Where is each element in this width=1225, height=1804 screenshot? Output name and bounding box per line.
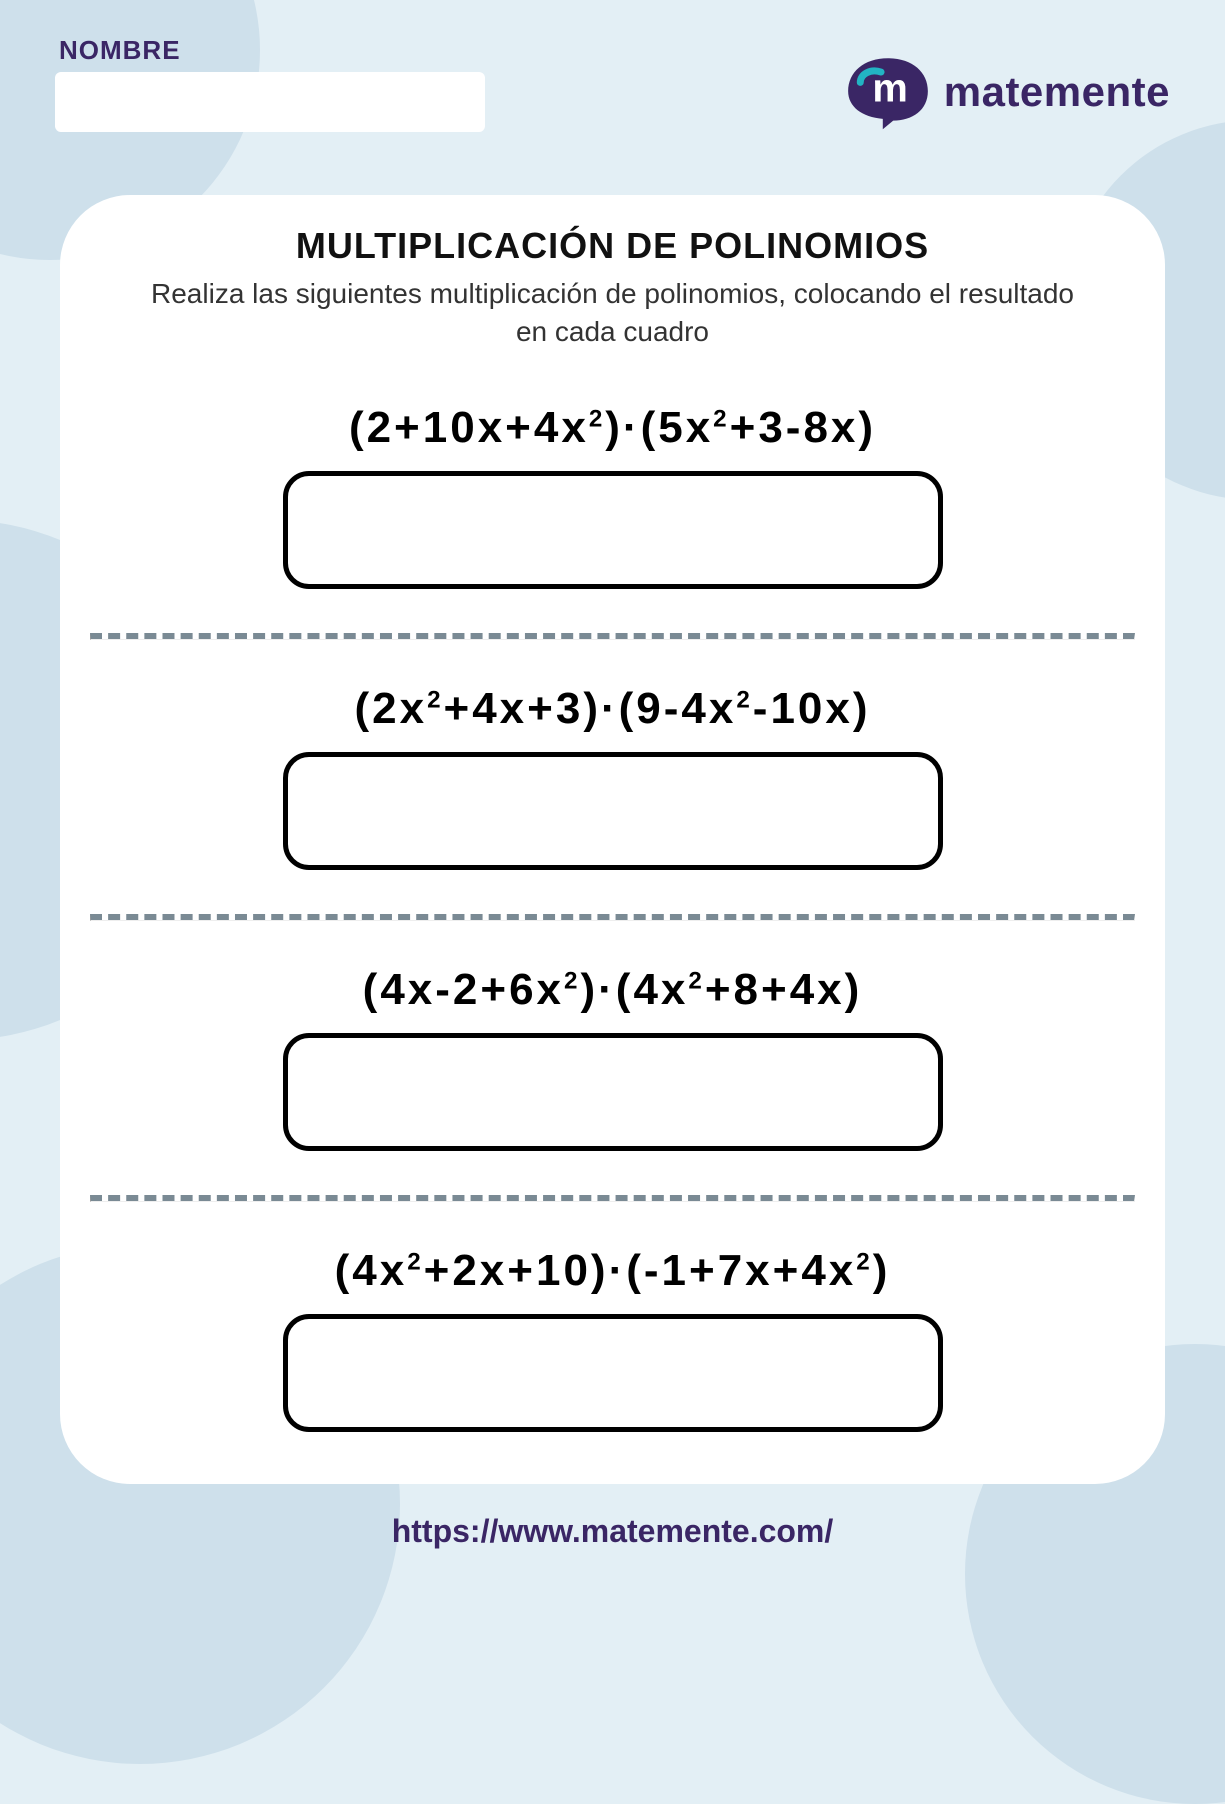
- footer-url: https://www.matemente.com/: [0, 1513, 1225, 1550]
- answer-box[interactable]: [283, 752, 943, 870]
- brand-text: matemente: [944, 68, 1170, 116]
- section-divider: [90, 1195, 1135, 1202]
- worksheet-header: NOMBRE m matemente: [55, 35, 1170, 132]
- problem-expression: (2x2+4x+3)·(9-4x2-10x): [354, 684, 870, 734]
- name-label: NOMBRE: [59, 35, 485, 66]
- worksheet-sheet: MULTIPLICACIÓN DE POLINOMIOS Realiza las…: [60, 195, 1165, 1484]
- name-block: NOMBRE: [55, 35, 485, 132]
- problem-expression: (4x-2+6x2)·(4x2+8+4x): [363, 965, 863, 1015]
- worksheet-title: MULTIPLICACIÓN DE POLINOMIOS: [60, 225, 1165, 267]
- section-divider: [90, 633, 1135, 640]
- problem-item: (2x2+4x+3)·(9-4x2-10x): [90, 684, 1135, 870]
- name-input[interactable]: [55, 72, 485, 132]
- problem-item: (4x2+2x+10)·(-1+7x+4x2): [90, 1246, 1135, 1432]
- problem-expression: (4x2+2x+10)·(-1+7x+4x2): [335, 1246, 891, 1296]
- problems-list: (2+10x+4x2)·(5x2+3-8x) (2x2+4x+3)·(9-4x2…: [60, 381, 1165, 1464]
- answer-box[interactable]: [283, 471, 943, 589]
- problem-item: (2+10x+4x2)·(5x2+3-8x): [90, 403, 1135, 589]
- section-divider: [90, 914, 1135, 921]
- problem-expression: (2+10x+4x2)·(5x2+3-8x): [349, 403, 876, 453]
- brand-logo-icon: m: [844, 53, 932, 131]
- problem-item: (4x-2+6x2)·(4x2+8+4x): [90, 965, 1135, 1151]
- brand: m matemente: [844, 53, 1170, 131]
- worksheet-subtitle: Realiza las siguientes multiplicación de…: [60, 275, 1165, 351]
- answer-box[interactable]: [283, 1033, 943, 1151]
- answer-box[interactable]: [283, 1314, 943, 1432]
